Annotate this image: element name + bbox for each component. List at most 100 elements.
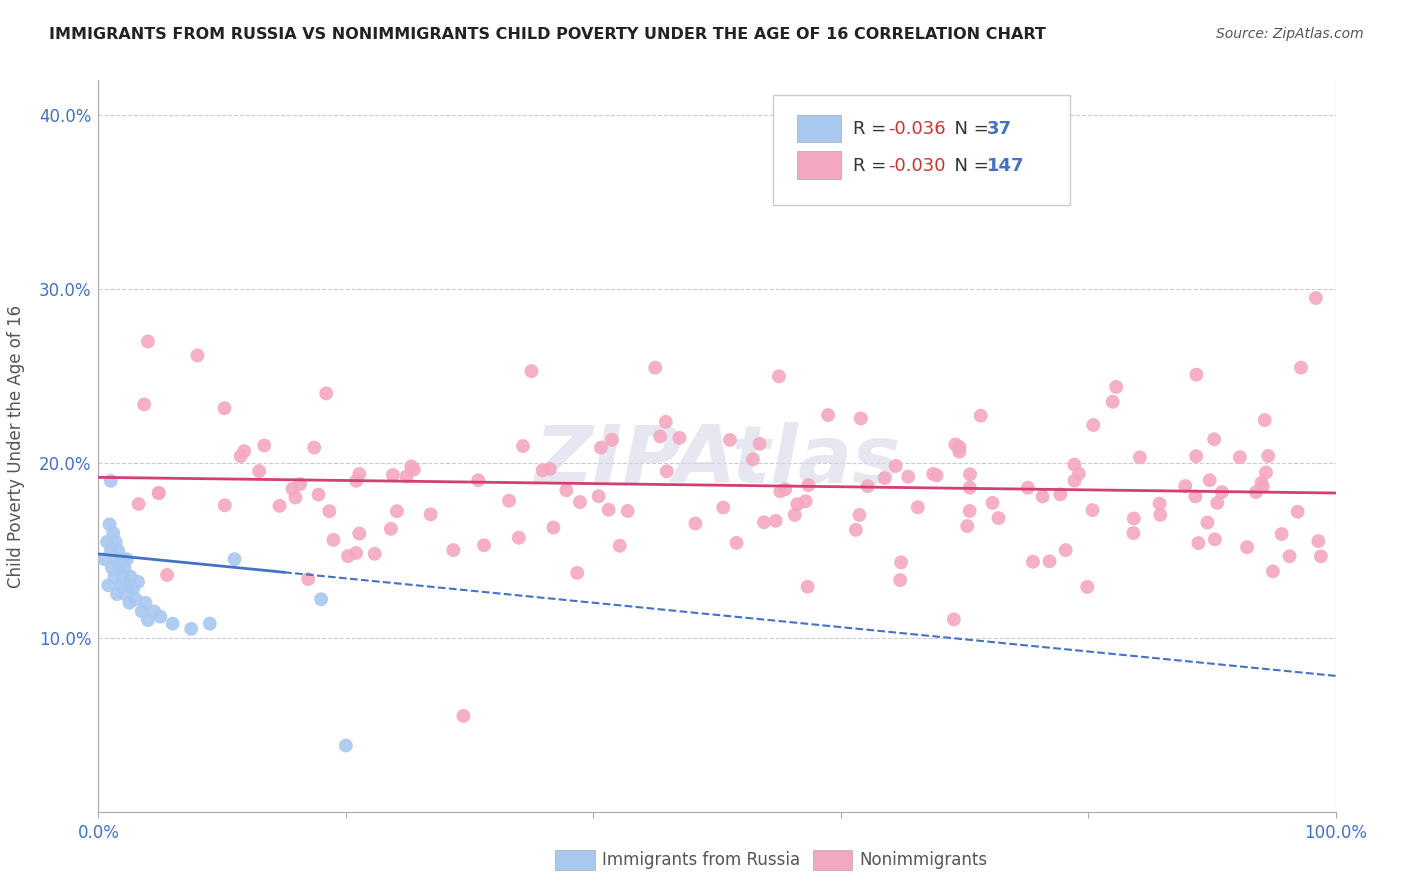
Point — [508, 531, 530, 545]
Point — [337, 549, 360, 563]
Point — [1261, 564, 1284, 578]
Point — [981, 496, 1004, 510]
Point — [308, 488, 330, 502]
Point — [380, 522, 402, 536]
Y-axis label: Child Poverty Under the Age of 16: Child Poverty Under the Age of 16 — [7, 304, 25, 588]
Point — [769, 484, 792, 499]
Text: ZIPAtlas: ZIPAtlas — [534, 422, 900, 500]
Point — [124, 592, 146, 607]
Point — [224, 552, 246, 566]
FancyBboxPatch shape — [797, 152, 841, 179]
Point — [884, 458, 907, 473]
Point — [198, 616, 221, 631]
Point — [1067, 467, 1090, 481]
Point — [297, 572, 319, 586]
Point — [768, 369, 790, 384]
Point — [942, 612, 965, 626]
Point — [538, 462, 561, 476]
Point — [512, 439, 534, 453]
Point — [134, 397, 156, 411]
Point — [302, 441, 325, 455]
Point — [97, 578, 120, 592]
Point — [1204, 533, 1226, 547]
Point — [609, 539, 631, 553]
Point — [1032, 490, 1054, 504]
Point — [363, 547, 385, 561]
Point — [127, 574, 149, 589]
Point — [959, 504, 981, 518]
Point — [381, 467, 404, 482]
Point — [253, 438, 276, 452]
Text: Immigrants from Russia: Immigrants from Russia — [602, 851, 800, 869]
Point — [1257, 449, 1279, 463]
Point — [1105, 380, 1128, 394]
Point — [1305, 291, 1327, 305]
Point — [349, 467, 371, 481]
Point — [948, 444, 970, 458]
Point — [100, 474, 122, 488]
FancyBboxPatch shape — [797, 115, 841, 143]
Point — [588, 489, 610, 503]
Point — [98, 517, 121, 532]
Point — [1122, 526, 1144, 541]
Point — [111, 552, 134, 566]
Point — [1022, 555, 1045, 569]
Point — [1063, 474, 1085, 488]
Point — [1017, 481, 1039, 495]
Point — [467, 473, 489, 487]
Point — [1250, 475, 1272, 490]
Point — [1185, 449, 1208, 463]
Point — [987, 511, 1010, 525]
Point — [1038, 554, 1060, 568]
Point — [889, 573, 911, 587]
Point — [1236, 540, 1258, 554]
Text: IMMIGRANTS FROM RUSSIA VS NONIMMIGRANTS CHILD POVERTY UNDER THE AGE OF 16 CORREL: IMMIGRANTS FROM RUSSIA VS NONIMMIGRANTS … — [49, 27, 1046, 42]
Point — [112, 561, 135, 575]
Point — [849, 411, 872, 425]
Point — [120, 569, 142, 583]
Point — [103, 569, 125, 583]
Point — [134, 596, 156, 610]
Point — [335, 739, 357, 753]
Point — [247, 464, 270, 478]
Text: Nonimmigrants: Nonimmigrants — [859, 851, 987, 869]
Point — [103, 526, 125, 541]
Point — [284, 491, 307, 505]
Text: N =: N = — [943, 120, 995, 138]
Point — [131, 604, 153, 618]
Point — [752, 516, 775, 530]
Point — [741, 452, 763, 467]
Point — [948, 440, 970, 454]
Point — [711, 500, 734, 515]
Point — [107, 543, 129, 558]
Point — [1185, 368, 1208, 382]
Point — [117, 578, 139, 592]
Point — [856, 479, 879, 493]
Point — [644, 360, 666, 375]
Point — [1206, 496, 1229, 510]
Point — [796, 580, 818, 594]
Point — [1149, 497, 1171, 511]
Text: 37: 37 — [987, 120, 1012, 138]
Point — [1174, 479, 1197, 493]
Point — [1289, 360, 1312, 375]
Point — [616, 504, 638, 518]
Point — [402, 462, 425, 476]
Point — [1198, 473, 1220, 487]
Point — [344, 474, 367, 488]
Text: -0.036: -0.036 — [887, 120, 945, 138]
Point — [959, 467, 981, 482]
Point — [136, 334, 159, 349]
Text: -0.030: -0.030 — [887, 157, 945, 175]
Point — [1197, 516, 1219, 530]
Point — [112, 569, 135, 583]
Point — [1254, 466, 1277, 480]
Point — [817, 408, 839, 422]
Point — [318, 504, 340, 518]
Point — [668, 431, 690, 445]
Point — [945, 437, 967, 451]
Point — [472, 538, 495, 552]
Point — [959, 481, 981, 495]
Point — [845, 523, 868, 537]
Point — [1308, 534, 1330, 549]
